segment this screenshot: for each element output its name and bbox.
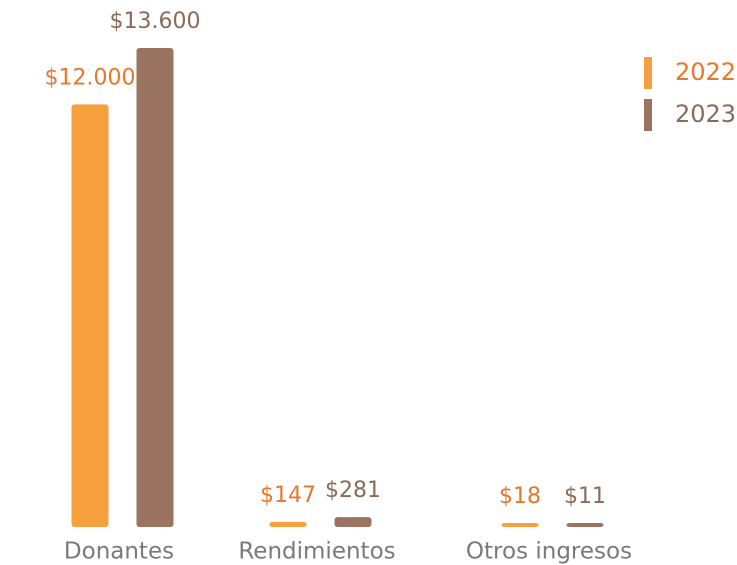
bar <box>501 523 539 527</box>
value-label: $18 <box>499 484 541 509</box>
x-tick-label: Otros ingresos <box>466 539 632 565</box>
x-tick-label: Donantes <box>64 539 174 565</box>
value-label: $147 <box>260 483 316 508</box>
bar <box>334 517 372 527</box>
value-label: $13.600 <box>110 9 201 34</box>
bar <box>71 104 109 528</box>
x-tick-label: Rendimientos <box>238 539 395 565</box>
bar <box>566 523 604 527</box>
legend-swatch <box>644 99 652 131</box>
legend-swatch <box>644 57 652 89</box>
bar <box>269 521 307 527</box>
value-label: $281 <box>325 478 381 503</box>
bar <box>136 48 174 527</box>
value-label: $11 <box>564 484 606 509</box>
value-label: $12.000 <box>45 65 136 90</box>
legend-label: 2022 <box>675 58 736 86</box>
legend-label: 2023 <box>675 100 736 128</box>
